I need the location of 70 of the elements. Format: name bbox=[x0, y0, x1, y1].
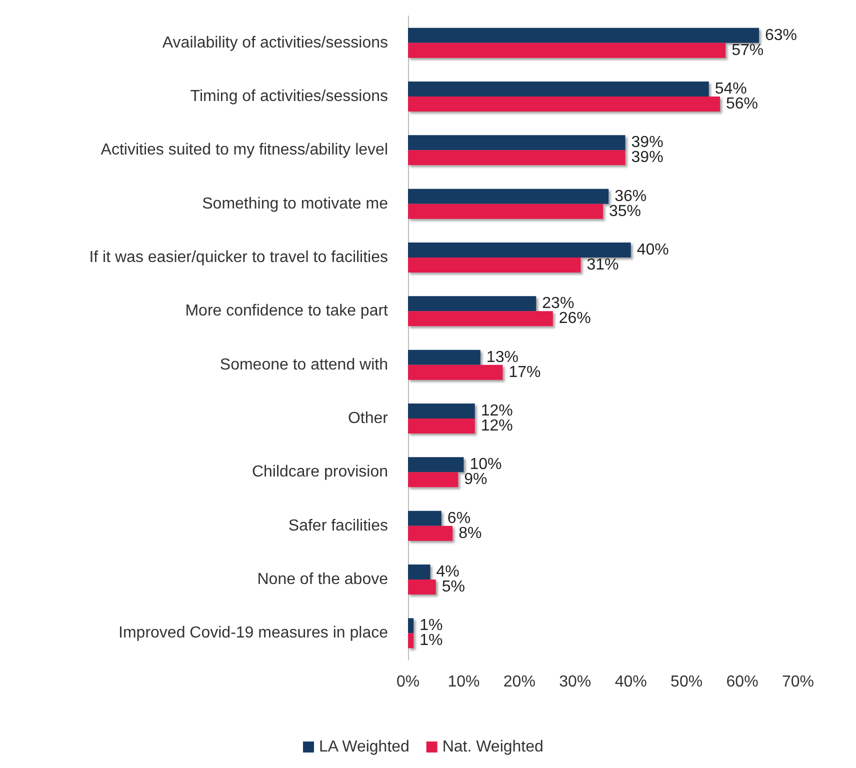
y-tick-label: Childcare provision bbox=[252, 464, 388, 481]
data-label: 17% bbox=[508, 364, 541, 381]
data-label: 5% bbox=[442, 578, 465, 596]
x-tick-label: 40% bbox=[614, 674, 647, 690]
bar bbox=[408, 618, 414, 634]
x-tick-label: 60% bbox=[726, 674, 758, 690]
y-tick-label: More confidence to take part bbox=[185, 302, 389, 320]
bar bbox=[408, 418, 475, 434]
data-label: 12% bbox=[480, 402, 513, 420]
bar bbox=[408, 472, 458, 488]
x-tick-label: 0% bbox=[396, 674, 420, 690]
data-label: 9% bbox=[464, 471, 488, 488]
y-tick-label: Someone to attend with bbox=[220, 356, 388, 374]
x-tick-label: 30% bbox=[559, 674, 592, 690]
data-label: 63% bbox=[765, 26, 798, 44]
bar bbox=[408, 188, 609, 204]
data-label: 39% bbox=[631, 149, 664, 166]
bar bbox=[408, 510, 442, 526]
data-label: 36% bbox=[614, 188, 647, 205]
y-tick-label: Timing of activities/sessions bbox=[190, 88, 388, 105]
legend-label: Nat. Weighted bbox=[442, 738, 544, 756]
bar bbox=[408, 311, 553, 326]
data-label: 26% bbox=[558, 310, 591, 328]
y-tick-label: Improved Covid-19 measures in place bbox=[118, 624, 388, 642]
y-tick-label: Other bbox=[348, 410, 389, 427]
data-label: 35% bbox=[609, 202, 642, 220]
bar bbox=[408, 204, 603, 219]
y-tick-label: Availability of activities/sessions bbox=[162, 34, 388, 52]
y-tick-label: Activities suited to my fitness/ability level bbox=[100, 142, 388, 159]
y-tick-label: If it was easier/quicker to travel to facilities bbox=[89, 249, 388, 266]
data-label: 1% bbox=[420, 632, 443, 650]
bar bbox=[408, 296, 536, 312]
data-label: 1% bbox=[420, 617, 443, 634]
data-label: 6% bbox=[447, 510, 471, 527]
x-tick-label: 20% bbox=[503, 674, 536, 690]
bar bbox=[408, 564, 430, 580]
data-label: 57% bbox=[732, 42, 764, 59]
data-label: 40% bbox=[636, 242, 669, 258]
bar bbox=[408, 135, 626, 150]
y-tick-label: Something to motivate me bbox=[202, 195, 388, 212]
bar bbox=[408, 364, 503, 380]
data-label: 23% bbox=[542, 295, 574, 312]
bar bbox=[408, 96, 720, 112]
bar bbox=[408, 350, 480, 365]
bar bbox=[408, 580, 436, 594]
data-label: 54% bbox=[714, 80, 747, 98]
bar bbox=[408, 457, 464, 472]
data-label: 10% bbox=[470, 456, 502, 474]
data-label: 8% bbox=[458, 524, 482, 542]
data-label: 39% bbox=[631, 134, 664, 152]
data-label: 31% bbox=[586, 256, 619, 274]
bar bbox=[408, 28, 759, 43]
data-label: 12% bbox=[480, 418, 513, 434]
data-label: 56% bbox=[726, 96, 758, 112]
legend-label: LA Weighted bbox=[319, 738, 410, 756]
bar bbox=[408, 42, 726, 58]
bar bbox=[408, 526, 453, 541]
y-tick-label: Safer facilities bbox=[288, 517, 388, 534]
bar bbox=[408, 82, 709, 96]
y-tick-label: None of the above bbox=[257, 571, 388, 588]
bar bbox=[408, 633, 414, 648]
bar bbox=[408, 258, 581, 272]
bar bbox=[408, 150, 626, 166]
x-tick-label: 70% bbox=[782, 674, 814, 690]
bar bbox=[408, 242, 631, 258]
data-label: 4% bbox=[436, 564, 460, 580]
x-tick-label: 10% bbox=[448, 674, 480, 690]
x-tick-label: 50% bbox=[670, 674, 703, 690]
bar bbox=[408, 404, 475, 418]
data-label: 13% bbox=[486, 348, 518, 366]
